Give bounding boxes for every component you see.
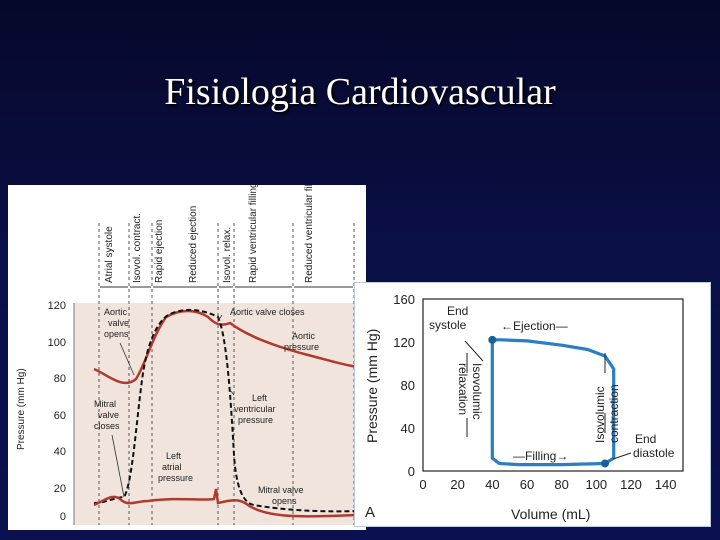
end-diastole-label: End diastole bbox=[633, 432, 675, 460]
filling-label: —Filling→ bbox=[513, 449, 568, 463]
y-ticks: 0 40 80 120 160 bbox=[393, 292, 415, 479]
filling-dash: — bbox=[513, 449, 525, 463]
y-tick: 120 bbox=[48, 300, 66, 312]
mitral-valve-opens-label: Mitral valve opens bbox=[258, 485, 304, 506]
aortic-valve-closes-label: Aortic valve closes bbox=[230, 307, 305, 317]
y-tick: 80 bbox=[401, 378, 415, 393]
y-axis-title: Pressure (mm Hg) bbox=[16, 368, 27, 450]
isovolumic-relaxation-label: Isovolumicrelaxation bbox=[456, 363, 484, 420]
y-tick: 20 bbox=[54, 483, 66, 495]
y-tick: 60 bbox=[54, 410, 66, 422]
x-tick: 20 bbox=[450, 477, 464, 492]
x-tick: 80 bbox=[554, 477, 568, 492]
ejection-dash: — bbox=[556, 319, 568, 333]
y-ticks: 120 100 80 60 40 20 0 bbox=[48, 300, 66, 523]
aortic-pressure-curve bbox=[93, 309, 359, 385]
isovolumic-contraction-label: Isovolumiccontraction bbox=[593, 384, 621, 443]
left-ventricular-pressure-label: Left ventricular pressure bbox=[234, 393, 276, 425]
x-tick: 40 bbox=[485, 477, 499, 492]
atrial-pressure-curve bbox=[93, 488, 359, 518]
x-tick: 60 bbox=[520, 477, 534, 492]
wiggers-diagram: Atrial systole Isovol. contract. Rapid e… bbox=[8, 185, 366, 530]
pv-loop-chart: Pressure (mm Hg) Volume (mL) A 0 20 40 60 80… bbox=[364, 292, 684, 522]
ventricular-pressure-curve bbox=[93, 309, 359, 513]
aortic-pressure-label: Aortic pressure bbox=[284, 331, 319, 352]
annotation-arrows bbox=[464, 340, 632, 460]
x-tick: 120 bbox=[620, 477, 642, 492]
y-axis-title: Pressure (mm Hg) bbox=[364, 329, 380, 443]
phase-label: Isovol. relax. bbox=[222, 227, 233, 283]
y-tick: 100 bbox=[48, 337, 66, 349]
end-systole-point bbox=[488, 335, 497, 344]
y-tick: 160 bbox=[393, 292, 415, 307]
x-ticks: 0 20 40 60 80 100 120 140 bbox=[419, 477, 676, 492]
x-tick: 140 bbox=[655, 477, 677, 492]
annotation-leaders bbox=[111, 314, 235, 498]
end-systole-label: End systole bbox=[429, 304, 468, 332]
phase-label: Rapid ejection bbox=[154, 220, 165, 283]
phase-label: Reduced ventricular filling—diastasis bbox=[304, 185, 315, 283]
phase-label: Atrial systole bbox=[104, 226, 115, 283]
y-tick: 0 bbox=[408, 464, 415, 479]
phase-label: Rapid ventricular filling bbox=[248, 185, 259, 283]
y-tick: 0 bbox=[60, 511, 66, 523]
slide-title: Fisiologia Cardiovascular bbox=[164, 71, 556, 113]
phase-dividers bbox=[98, 223, 355, 525]
left-atrial-pressure-label: Left atrial pressure bbox=[158, 451, 193, 483]
end-diastole-point bbox=[601, 459, 609, 468]
plot-frame bbox=[422, 298, 684, 472]
y-tick: 40 bbox=[54, 446, 66, 458]
plot-band bbox=[74, 303, 356, 525]
aortic-valve-opens-label: Aortic valve opens bbox=[104, 307, 129, 339]
pv-loop-curve bbox=[490, 338, 616, 467]
phase-label: Isovol. contract. bbox=[132, 213, 143, 283]
y-tick: 120 bbox=[393, 335, 415, 350]
x-axis-title: Volume (mL) bbox=[511, 506, 590, 522]
ejection-arrow-left: ← bbox=[501, 319, 513, 333]
ejection-label: ←Ejection— bbox=[501, 319, 568, 333]
mitral-valve-closes-label: Mitral valve closes bbox=[94, 399, 120, 431]
filling-arrow-right: → bbox=[556, 449, 568, 463]
y-tick: 40 bbox=[401, 421, 415, 436]
y-tick: 80 bbox=[54, 373, 66, 385]
x-tick: 100 bbox=[585, 477, 607, 492]
wiggers-chart-svg: Atrial systole Isovol. contract. Rapid e… bbox=[16, 185, 359, 525]
pv-loop-panel: Pressure (mm Hg) Volume (mL) A 0 20 40 60 80… bbox=[354, 282, 711, 527]
x-tick: 0 bbox=[419, 477, 426, 492]
panel-letter: A bbox=[365, 504, 375, 521]
phase-label: Reduced ejection bbox=[188, 206, 199, 283]
